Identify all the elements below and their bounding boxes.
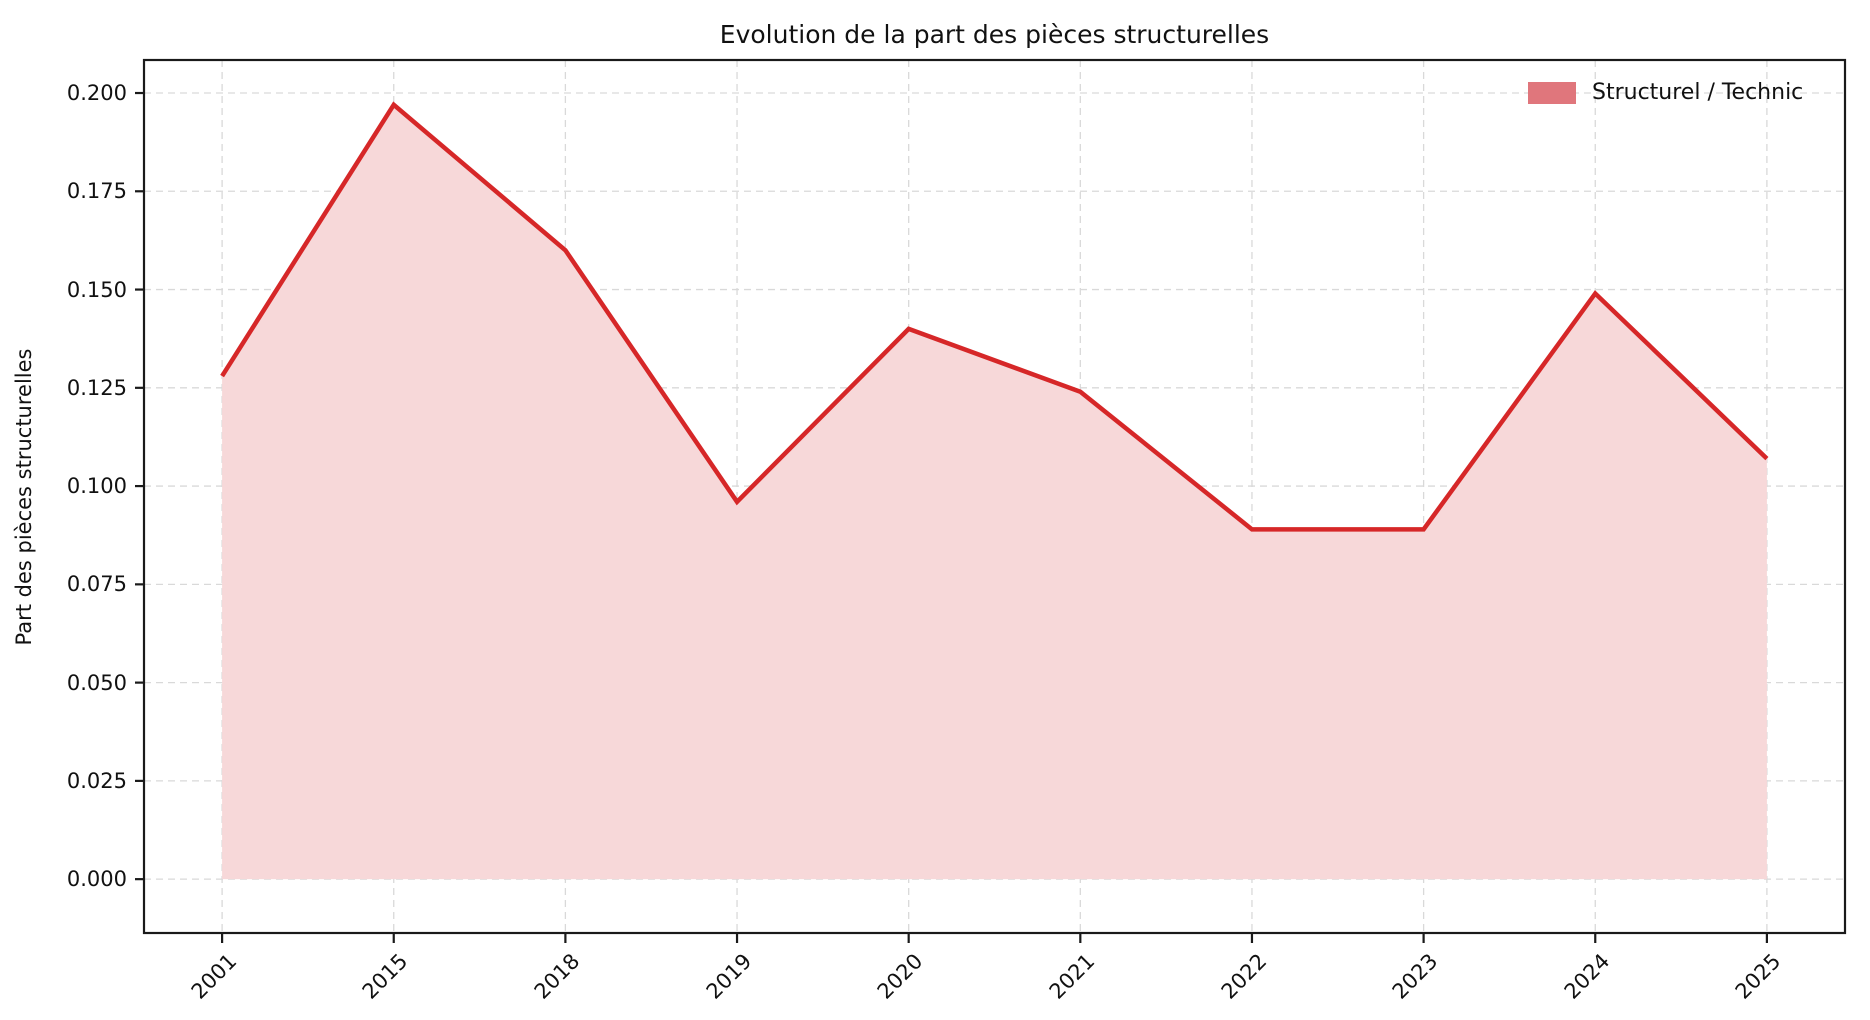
y-tick-label: 0.075 bbox=[66, 572, 127, 597]
series-line bbox=[220, 101, 1769, 532]
y-tick-label: 0.100 bbox=[66, 474, 127, 499]
legend: Structurel / Technic bbox=[1528, 80, 1803, 105]
plot-spines bbox=[142, 58, 1847, 935]
series-area bbox=[222, 104, 1767, 880]
legend-swatch bbox=[1528, 81, 1576, 104]
y-tick-label: 0.125 bbox=[66, 375, 127, 400]
y-tick-label: 0.200 bbox=[66, 81, 127, 106]
y-tick-label: 0.175 bbox=[66, 179, 127, 204]
legend-label: Structurel / Technic bbox=[1592, 80, 1804, 105]
y-tick-label: 0.050 bbox=[66, 670, 127, 695]
y-tick-label: 0.150 bbox=[66, 277, 127, 302]
y-tick-label: 0.025 bbox=[66, 768, 127, 793]
y-tick-label: 0.000 bbox=[66, 867, 127, 892]
chart-title: Evolution de la part des pièces structur… bbox=[719, 20, 1270, 49]
